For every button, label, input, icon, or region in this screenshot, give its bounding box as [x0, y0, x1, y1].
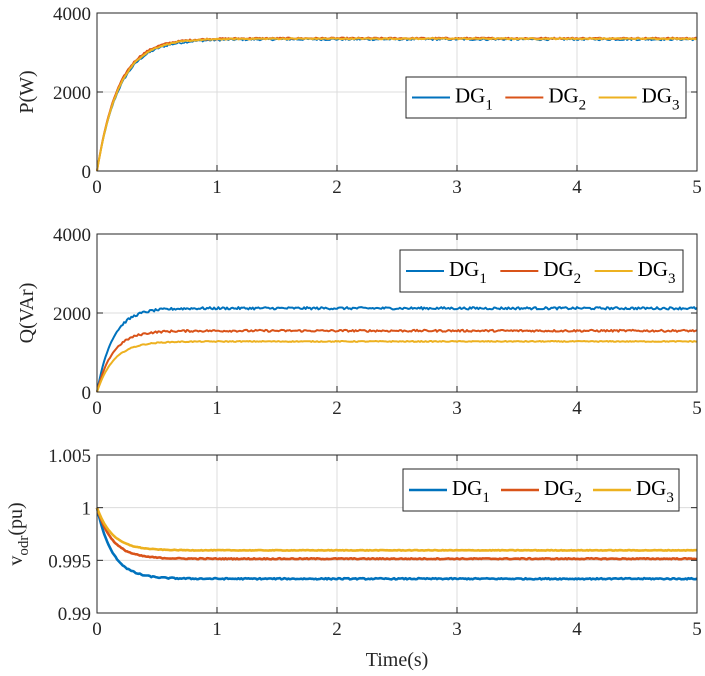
x-tick-label: 1: [212, 619, 222, 640]
y-axis-label: vodr(pu): [5, 502, 32, 565]
legend-entry-dg3: DG3: [638, 257, 676, 287]
legend-box: [402, 468, 680, 512]
y-tick-label: 1.005: [48, 446, 91, 467]
y-tick-label: 0: [82, 383, 92, 404]
x-tick-label: 4: [572, 619, 582, 640]
legend-entry-dg2: DG2: [544, 476, 582, 506]
x-tick-label: 2: [332, 398, 342, 419]
y-tick-label: 4000: [53, 4, 91, 25]
x-tick-label: 5: [692, 398, 702, 419]
panel-2: 0 1 2 3 4 5 0 2000 4000 Q(VAr) DG1 DG2 DG3: [16, 225, 702, 419]
series-line-dg3: [96, 340, 698, 393]
x-tick-label: 0: [92, 177, 102, 198]
panel-1: 0 1 2 3 4 5 0 2000 4000 P(W) DG1 DG2 DG3: [16, 4, 702, 198]
series-line-dg3: [96, 37, 698, 172]
legend: DG1 DG2 DG3: [402, 468, 680, 512]
x-tick-label: 3: [452, 398, 462, 419]
y-tick-label: 4000: [53, 225, 91, 246]
x-tick-label: 1: [212, 398, 222, 419]
x-tick-label: 0: [92, 398, 102, 419]
y-axis-label: P(W): [16, 70, 38, 113]
series-line-dg2: [96, 328, 698, 393]
x-axis-label: Time(s): [366, 649, 429, 671]
legend-entry-dg3: DG3: [642, 84, 680, 114]
x-tick-label: 3: [452, 619, 462, 640]
legend: DG1 DG2 DG3: [405, 76, 687, 119]
x-tick-label: 5: [692, 177, 702, 198]
legend-entry-dg1: DG1: [452, 476, 490, 506]
axes-frame: [96, 454, 698, 614]
y-tick-label: 1: [82, 499, 92, 520]
series-line-dg1: [95, 507, 698, 581]
x-tick-label: 5: [692, 619, 702, 640]
x-tick-label: 4: [572, 177, 582, 198]
x-tick-label: 2: [332, 619, 342, 640]
x-tick-label: 0: [92, 619, 102, 640]
x-tick-label: 3: [452, 177, 462, 198]
legend-entry-dg3: DG3: [636, 476, 674, 506]
y-tick-label: 2000: [53, 83, 91, 104]
y-tick-label: 0: [82, 162, 92, 183]
series-line-dg3: [95, 507, 698, 552]
series-line-dg2: [95, 507, 697, 561]
x-tick-label: 2: [332, 177, 342, 198]
y-tick-label: 0.99: [58, 604, 91, 625]
legend-entry-dg2: DG2: [543, 257, 581, 287]
x-tick-label: 1: [212, 177, 222, 198]
x-tick-label: 4: [572, 398, 582, 419]
legend-entry-dg2: DG2: [548, 84, 586, 114]
legend: DG1 DG2 DG3: [399, 249, 684, 293]
y-axis-label: Q(VAr): [16, 283, 38, 344]
y-tick-label: 2000: [53, 304, 91, 325]
legend-box: [399, 249, 684, 293]
series-line-dg1: [96, 306, 698, 393]
legend-entry-dg1: DG1: [449, 257, 487, 287]
legend-entry-dg1: DG1: [455, 84, 493, 114]
legend-box: [405, 76, 687, 119]
y-tick-label: 0.995: [48, 551, 91, 572]
